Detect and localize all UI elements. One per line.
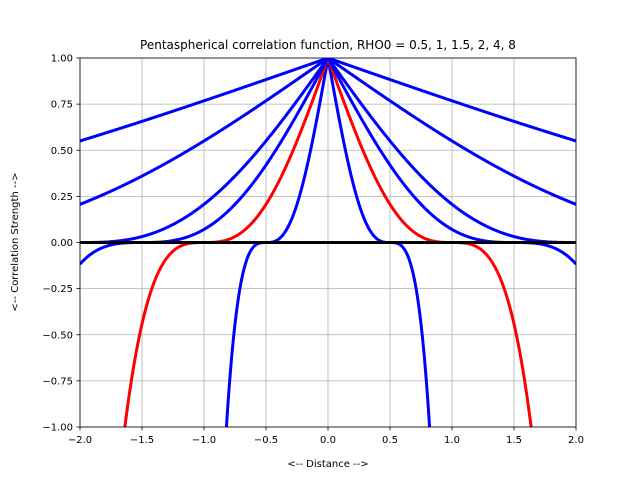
series-line-rho0-8 xyxy=(80,58,576,143)
y-tick-label: −0.50 xyxy=(42,330,73,341)
x-tick-label: −1.5 xyxy=(130,435,154,446)
y-axis-label: <-- Correlation Strength --> xyxy=(10,172,21,311)
chart-title: Pentaspherical correlation function, RHO… xyxy=(140,38,516,52)
y-tick-label: −1.00 xyxy=(42,423,73,434)
series-line-rho0-2 xyxy=(80,58,576,244)
x-tick-label: 0.5 xyxy=(382,435,398,446)
y-tick-label: 1.00 xyxy=(51,54,73,65)
x-tick-label: 0.0 xyxy=(320,435,336,446)
y-tick-label: 0.00 xyxy=(51,238,73,249)
x-tick-label: 2.0 xyxy=(568,435,584,446)
x-tick-label: 1.5 xyxy=(506,435,522,446)
x-tick-label: −0.5 xyxy=(254,435,278,446)
series-line-rho0-1 xyxy=(123,58,533,427)
y-tick-label: −0.25 xyxy=(42,284,73,295)
plot-lines xyxy=(80,58,576,427)
series-line-rho0-4 xyxy=(80,58,576,206)
x-axis-label: <-- Distance --> xyxy=(287,459,368,470)
x-tick-label: −2.0 xyxy=(68,435,92,446)
y-tick-label: −0.75 xyxy=(42,376,73,387)
ticks: −2.0 −1.5 −1.0 −0.5 0.0 0.5 1.0 1.5 2.0 −1.00 −0.7… xyxy=(42,54,584,447)
x-tick-label: −1.0 xyxy=(192,435,216,446)
y-tick-label: 0.25 xyxy=(51,192,73,203)
y-tick-label: 0.50 xyxy=(51,146,73,157)
x-tick-label: 1.0 xyxy=(444,435,460,446)
y-tick-label: 0.75 xyxy=(51,100,73,111)
